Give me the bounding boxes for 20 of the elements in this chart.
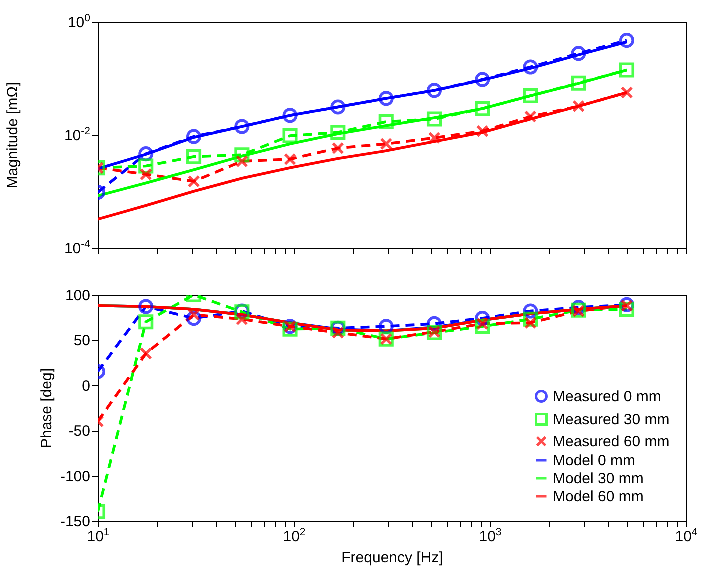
legend-label: Model 30 mm bbox=[553, 470, 644, 488]
y-tick-label: 50 bbox=[74, 332, 90, 350]
x-tick-label: 10$^{2}$ bbox=[283, 526, 306, 546]
y-tick-label: 0 bbox=[82, 378, 90, 395]
y-tick-label: -100 bbox=[60, 468, 90, 486]
x-tick-label: 10$^{4}$ bbox=[675, 526, 698, 546]
y-tick-label: 100 bbox=[65, 288, 90, 304]
legend-label: Model 0 mm bbox=[553, 452, 636, 470]
y-tick-label: 10$^{0}$ bbox=[68, 12, 91, 32]
y-axis-title: Phase [deg] bbox=[38, 368, 56, 449]
y-axis-title: Magnitude [mΩ] bbox=[4, 82, 22, 189]
y-tick-label: -50 bbox=[68, 423, 90, 440]
legend-label: Measured 30 mm bbox=[553, 412, 670, 428]
legend-label: Measured 0 mm bbox=[553, 388, 662, 406]
x-tick-label: 10$^{3}$ bbox=[479, 526, 502, 546]
x-axis-title: Frequency [Hz] bbox=[342, 550, 444, 566]
y-tick-label: 10$^{-4}$ bbox=[64, 238, 91, 258]
legend-label: Measured 60 mm bbox=[553, 434, 670, 450]
y-tick-label: 10$^{-2}$ bbox=[64, 126, 91, 144]
legend-label: Model 60 mm bbox=[553, 488, 644, 506]
